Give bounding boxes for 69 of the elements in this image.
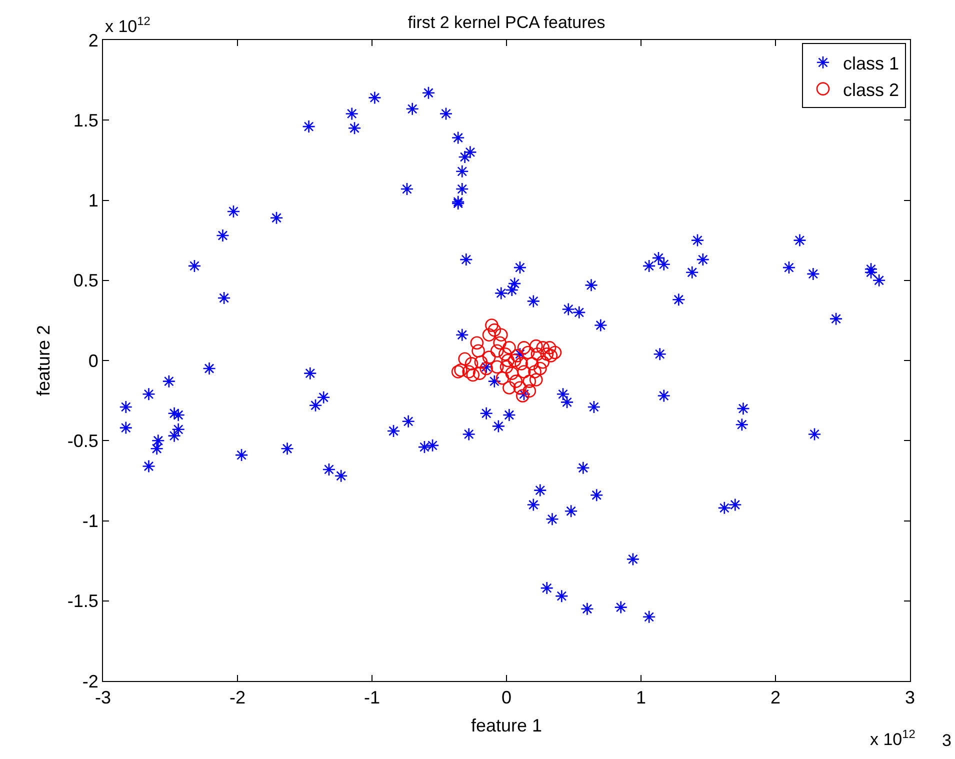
point [458,352,472,366]
legend-label: class 1 [842,53,899,74]
point [466,368,480,382]
text: 3 [942,731,952,750]
point [536,355,550,369]
point [501,354,514,368]
point [500,360,514,374]
point [505,366,519,380]
x-axis-title: feature 1 [470,716,542,736]
point [470,336,484,350]
point [542,341,556,354]
point [522,384,536,398]
y-axis-title: feature 2 [34,324,54,396]
y-tick-label: -1.5 [67,591,98,612]
point [493,336,506,350]
point [530,347,544,361]
point [485,318,498,332]
text: x 10$^{12}$ [870,727,916,750]
point [536,341,550,354]
point [514,357,528,370]
point [488,323,502,337]
point [462,365,476,378]
point [490,360,504,374]
point [544,349,558,362]
point [528,365,542,378]
x-tick-label: 1 [636,688,646,708]
point [496,371,510,385]
point [482,328,496,342]
point [548,346,562,360]
y-tick-label: 0 [88,350,98,371]
point [521,346,535,360]
y-tick-label: -0.5 [67,430,98,451]
x-tick-label: 3 [904,688,916,708]
point [472,366,486,380]
point [451,365,465,378]
text: x 10$^{12}$ [105,14,151,36]
y-tick-label: -1 [82,511,98,532]
point [508,354,522,368]
point [502,381,516,394]
point [513,381,527,394]
x-tick-label: 0 [501,688,512,708]
y-tick-label: 2 [88,30,98,50]
point [529,339,543,353]
point [509,374,523,388]
point [522,374,536,388]
point [498,347,512,361]
point [494,328,508,342]
point [502,341,516,354]
point [533,362,547,376]
y-tick-label: 1.5 [73,110,98,130]
x-tick-label: 2 [770,688,781,708]
legend-label: class 2 [842,80,899,100]
point [490,344,504,358]
point [540,347,554,361]
y-tick-label: 1 [88,190,98,211]
y-tick-label: 0.5 [73,270,98,291]
point [474,355,488,369]
point [482,350,496,364]
point [517,365,531,378]
x-tick-label: -1 [364,688,380,708]
chart-title: first 2 kernel PCA features [408,12,606,32]
point [472,344,485,358]
point [525,357,539,370]
x-tick-label: -2 [229,688,246,708]
point [529,373,543,386]
point [454,363,468,377]
point [517,341,531,354]
point [510,349,524,362]
point [464,357,478,370]
